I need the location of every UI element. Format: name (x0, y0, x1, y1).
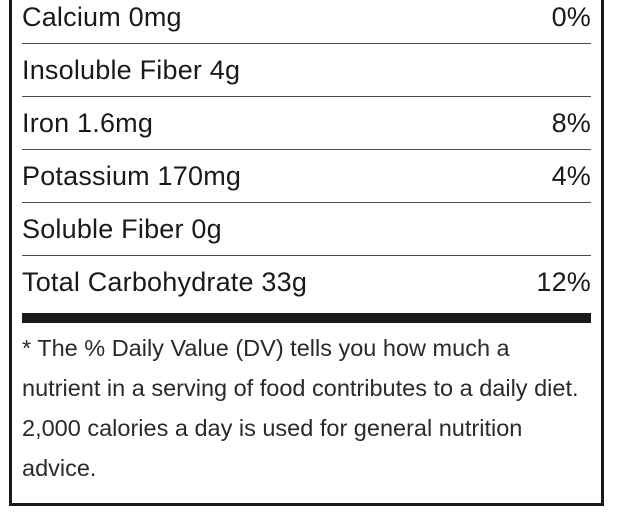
nutrient-row-calcium: Calcium 0mg 0% (22, 0, 591, 44)
nutrient-label: Total Carbohydrate 33g (22, 267, 308, 297)
nutrient-daily-value: 12% (536, 267, 591, 297)
daily-value-footnote: * The % Daily Value (DV) tells you how m… (22, 335, 579, 481)
nutrition-facts-panel: Calcium 0mg 0% Insoluble Fiber 4g Iron 1… (9, 0, 604, 506)
nutrient-label: Insoluble Fiber 4g (22, 54, 241, 85)
nutrient-label: Calcium 0mg (22, 2, 182, 32)
section-divider (22, 313, 591, 323)
nutrient-label: Iron 1.6mg (22, 107, 154, 138)
nutrient-row-soluble-fiber: Soluble Fiber 0g (22, 203, 591, 256)
nutrient-list: Calcium 0mg 0% Insoluble Fiber 4g Iron 1… (22, 0, 591, 309)
nutrient-daily-value: 4% (551, 160, 591, 191)
nutrient-label: Potassium 170mg (22, 160, 242, 191)
nutrient-daily-value: 8% (551, 107, 591, 138)
nutrient-daily-value: 0% (551, 2, 591, 32)
nutrient-label: Soluble Fiber 0g (22, 213, 222, 244)
nutrient-row-potassium: Potassium 170mg 4% (22, 150, 591, 203)
nutrient-row-insoluble-fiber: Insoluble Fiber 4g (22, 44, 591, 97)
nutrient-row-iron: Iron 1.6mg 8% (22, 97, 591, 150)
nutrient-row-total-carbohydrate: Total Carbohydrate 33g 12% (22, 256, 591, 309)
